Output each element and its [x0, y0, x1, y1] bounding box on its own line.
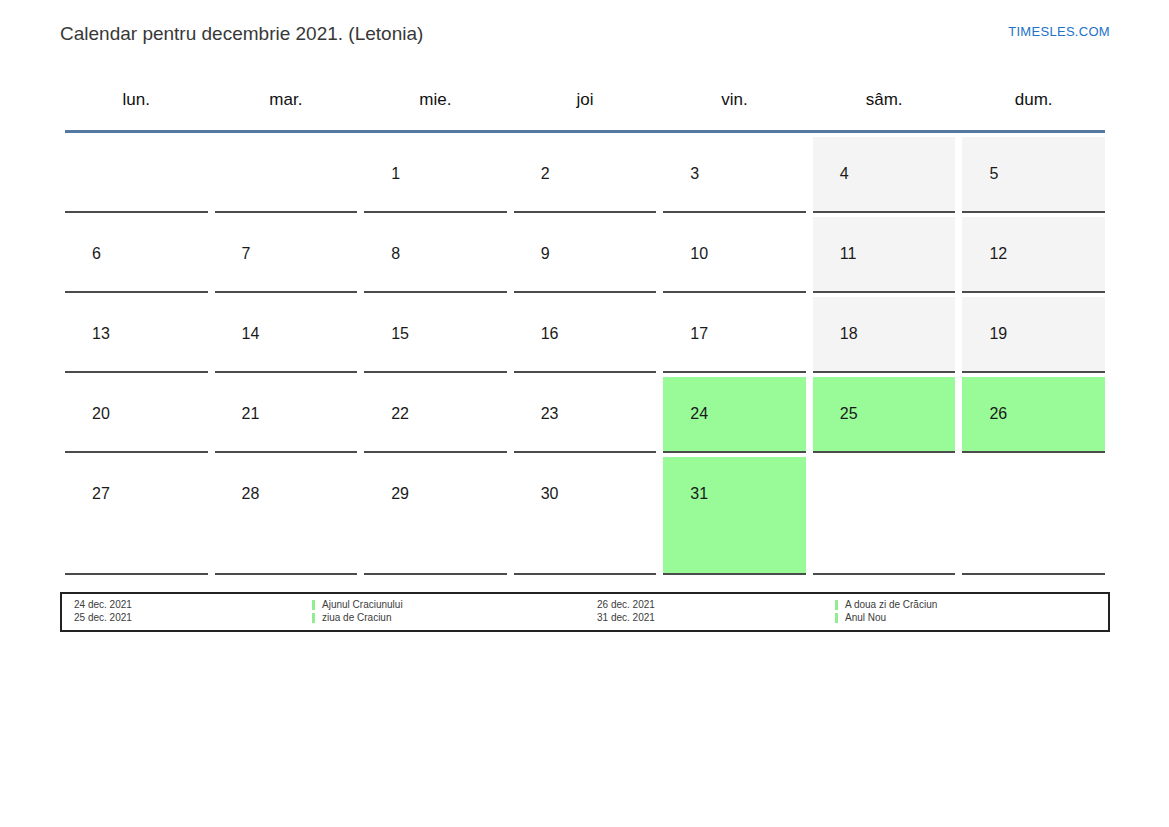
day-cell-11: 11: [813, 217, 956, 293]
day-number: 8: [391, 245, 400, 262]
day-cell-2: 2: [514, 137, 657, 213]
day-number: 14: [242, 325, 260, 342]
day-number: 25: [840, 405, 858, 422]
day-cell-7: 7: [215, 217, 358, 293]
day-number: 7: [242, 245, 251, 262]
legend-date: 25 dec. 2021: [74, 612, 312, 624]
day-cell-27: 27: [65, 457, 208, 575]
day-number: 1: [391, 165, 400, 182]
day-cell-empty: [215, 137, 358, 213]
day-cell-8: 8: [364, 217, 507, 293]
weekday-label: lun.: [65, 90, 208, 110]
day-number: 11: [840, 245, 857, 262]
weekday-label: dum.: [962, 90, 1105, 110]
day-number: 4: [840, 165, 849, 182]
day-number: 18: [840, 325, 858, 342]
site-link[interactable]: TIMESLES.COM: [1008, 24, 1110, 39]
day-cell-23: 23: [514, 377, 657, 453]
day-number: 19: [989, 325, 1007, 342]
holiday-marker-icon: [835, 600, 838, 610]
day-number: 16: [541, 325, 559, 342]
day-cell-25: 25: [813, 377, 956, 453]
day-cell-17: 17: [663, 297, 806, 373]
day-number: 30: [541, 485, 559, 502]
month-grid: 1234567891011121314151617181920212223242…: [65, 133, 1105, 575]
day-cell-28: 28: [215, 457, 358, 575]
day-number: 31: [690, 485, 708, 502]
month-calendar: lun.mar.mie.joivin.sâm.dum. 123456789101…: [65, 90, 1105, 575]
day-number: 17: [690, 325, 708, 342]
day-cell-22: 22: [364, 377, 507, 453]
day-cell-9: 9: [514, 217, 657, 293]
day-number: 10: [690, 245, 708, 262]
holiday-marker-icon: [312, 600, 315, 610]
legend-entry: 26 dec. 2021 A doua zi de Crăciun: [597, 599, 1108, 611]
weekday-header-row: lun. mar. mie. joi vin. sâm. dum.: [65, 90, 1105, 133]
day-cell-12: 12: [962, 217, 1105, 293]
legend-column: 24 dec. 2021Ajunul Craciunului25 dec. 20…: [62, 599, 585, 624]
day-cell-empty: [65, 137, 208, 213]
day-number: 28: [242, 485, 260, 502]
day-number: 24: [690, 405, 708, 422]
day-number: 20: [92, 405, 110, 422]
day-cell-16: 16: [514, 297, 657, 373]
legend-entry: 24 dec. 2021 Ajunul Craciunului: [74, 599, 585, 611]
day-cell-4: 4: [813, 137, 956, 213]
day-number: 22: [391, 405, 409, 422]
day-cell-21: 21: [215, 377, 358, 453]
legend-date: 24 dec. 2021: [74, 599, 312, 611]
legend-date: 31 dec. 2021: [597, 612, 835, 624]
legend-holiday-name: Anul Nou: [845, 612, 886, 624]
day-cell-18: 18: [813, 297, 956, 373]
day-cell-30: 30: [514, 457, 657, 575]
holiday-marker-icon: [835, 613, 838, 623]
day-cell-14: 14: [215, 297, 358, 373]
weekday-label: mie.: [364, 90, 507, 110]
day-cell-3: 3: [663, 137, 806, 213]
day-number: 15: [391, 325, 409, 342]
legend-holiday-name: Ajunul Craciunului: [322, 599, 403, 611]
legend-holiday-name: A doua zi de Crăciun: [845, 599, 937, 611]
legend-date: 26 dec. 2021: [597, 599, 835, 611]
day-number: 27: [92, 485, 110, 502]
day-cell-31: 31: [663, 457, 806, 575]
day-cell-15: 15: [364, 297, 507, 373]
day-number: 12: [989, 245, 1007, 262]
day-number: 6: [92, 245, 101, 262]
day-cell-empty: [962, 457, 1105, 575]
weekday-label: mar.: [215, 90, 358, 110]
day-cell-19: 19: [962, 297, 1105, 373]
day-number: 29: [391, 485, 409, 502]
legend-holiday-name: ziua de Craciun: [322, 612, 391, 624]
day-number: 2: [541, 165, 550, 182]
calendar-page: Calendar pentru decembrie 2021. (Letonia…: [0, 0, 1169, 827]
day-cell-20: 20: [65, 377, 208, 453]
day-cell-13: 13: [65, 297, 208, 373]
holiday-marker-icon: [312, 613, 315, 623]
legend-entry: 31 dec. 2021 Anul Nou: [597, 612, 1108, 624]
holiday-legend: 24 dec. 2021Ajunul Craciunului25 dec. 20…: [60, 592, 1110, 632]
day-cell-5: 5: [962, 137, 1105, 213]
legend-column: 26 dec. 2021A doua zi de Crăciun31 dec. …: [585, 599, 1108, 624]
day-cell-empty: [813, 457, 956, 575]
day-cell-29: 29: [364, 457, 507, 575]
day-cell-6: 6: [65, 217, 208, 293]
day-cell-26: 26: [962, 377, 1105, 453]
top-bar: Calendar pentru decembrie 2021. (Letonia…: [0, 0, 1169, 46]
weekday-label: sâm.: [813, 90, 956, 110]
day-number: 23: [541, 405, 559, 422]
day-number: 3: [690, 165, 699, 182]
day-number: 26: [989, 405, 1007, 422]
weekday-label: vin.: [663, 90, 806, 110]
day-number: 5: [989, 165, 998, 182]
day-cell-24: 24: [663, 377, 806, 453]
page-title: Calendar pentru decembrie 2021. (Letonia…: [60, 21, 423, 46]
day-cell-10: 10: [663, 217, 806, 293]
day-cell-1: 1: [364, 137, 507, 213]
day-number: 13: [92, 325, 110, 342]
legend-entry: 25 dec. 2021 ziua de Craciun: [74, 612, 585, 624]
day-number: 9: [541, 245, 550, 262]
weekday-label: joi: [514, 90, 657, 110]
day-number: 21: [242, 405, 260, 422]
